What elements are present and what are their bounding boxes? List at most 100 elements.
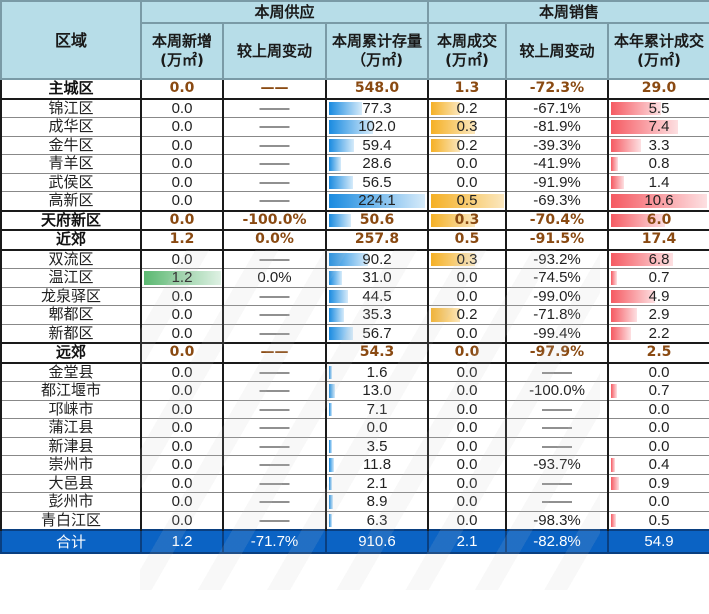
supply-change-value: —— (260, 344, 289, 361)
stock-cell: 257.8 (325, 229, 429, 251)
header-supply-change: 较上周变动 (222, 22, 327, 80)
ytd-cell: 17.4 (607, 229, 709, 251)
data-bar (329, 101, 363, 115)
data-bar (611, 213, 666, 227)
ytd-value: 17.4 (641, 231, 677, 248)
supply-change-value: —— (259, 155, 290, 173)
region-name-value: 金堂县 (48, 362, 94, 381)
data-bar (329, 513, 332, 527)
supply-change-value: —— (259, 363, 290, 381)
supply-new-cell: 0.0 (140, 286, 224, 306)
deal-value: 0.5 (456, 192, 478, 210)
data-bar (144, 271, 221, 285)
table-row: 邛崃市 0.0 —— 7.1 0.0 —— 0.0 (0, 399, 709, 419)
data-bar (611, 308, 638, 322)
stock-cell: 548.0 (325, 78, 429, 100)
supply-new-value: 1.2 (171, 269, 193, 287)
ytd-value: 2.2 (648, 324, 670, 342)
deal-value: 0.0 (456, 511, 478, 529)
deal-cell: 0.5 (427, 191, 507, 211)
region-name-cell: 成华区 (0, 117, 142, 137)
stock-value: 56.7 (362, 324, 392, 342)
deal-cell: 0.0 (427, 381, 507, 401)
table-row: 武侯区 0.0 —— 56.5 0.0 -91.9% 1.4 (0, 172, 709, 192)
ytd-cell: 5.5 (607, 98, 709, 118)
ytd-value: 0.0 (648, 437, 670, 455)
supply-change-cell: —— (222, 455, 327, 475)
stock-value: 54.3 (359, 344, 395, 361)
deal-cell: 0.0 (427, 323, 507, 344)
total-deal: 2.1 (427, 529, 507, 554)
deal-cell: 0.0 (427, 154, 507, 174)
supply-change-value: —— (260, 80, 289, 97)
deal-cell: 0.0 (427, 492, 507, 512)
ytd-cell: 4.9 (607, 286, 709, 306)
supply-change-cell: —— (222, 399, 327, 419)
deal-cell: 0.0 (427, 172, 507, 192)
region-name-cell: 蒲江县 (0, 418, 142, 438)
deal-change-value: -98.3% (533, 511, 581, 529)
deal-value: 0.0 (456, 382, 478, 400)
supply-change-value: —— (259, 99, 290, 117)
ytd-value: 0.7 (648, 269, 670, 287)
supply-new-cell: 0.0 (140, 209, 224, 231)
table-row: 成华区 0.0 —— 102.0 0.3 -81.9% 7.4 (0, 117, 709, 137)
region-name-cell: 天府新区 (0, 209, 142, 231)
stock-value: 257.8 (354, 231, 400, 248)
supply-change-value: —— (259, 136, 290, 154)
supply-change-cell: —— (222, 492, 327, 512)
deal-change-value: —— (542, 363, 572, 381)
stock-value: 31.0 (362, 269, 392, 287)
table-row: 蒲江县 0.0 —— 0.0 0.0 —— 0.0 (0, 418, 709, 438)
table-row: 青白江区 0.0 —— 6.3 0.0 -98.3% 0.5 (0, 510, 709, 531)
ytd-cell: 1.4 (607, 172, 709, 192)
deal-cell: 0.0 (427, 399, 507, 419)
data-bar (611, 252, 673, 266)
region-name-cell: 郫都区 (0, 305, 142, 325)
supply-change-value: —— (259, 456, 290, 474)
ytd-cell: 0.0 (607, 492, 709, 512)
deal-value: 0.0 (456, 400, 478, 418)
deal-change-value: -74.5% (533, 269, 581, 287)
ytd-cell: 0.5 (607, 510, 709, 531)
data-bar (329, 439, 332, 453)
data-bar (329, 326, 354, 340)
stock-value: 77.3 (362, 99, 392, 117)
deal-value: 0.3 (456, 118, 478, 136)
supply-change-cell: —— (222, 381, 327, 401)
deal-change-cell: -100.0% (505, 381, 609, 401)
ytd-cell: 0.7 (607, 381, 709, 401)
ytd-value: 0.4 (648, 456, 670, 474)
supply-new-cell: 0.0 (140, 473, 224, 493)
deal-value: 0.0 (456, 363, 478, 381)
ytd-cell: 0.0 (607, 436, 709, 456)
ytd-cell: 0.8 (607, 154, 709, 174)
stock-cell: 0.0 (325, 418, 429, 438)
supply-new-cell: 0.0 (140, 135, 224, 155)
stock-value: 102.0 (358, 118, 396, 136)
deal-change-value: -100.0% (529, 382, 585, 400)
data-bar (329, 271, 343, 285)
stock-value: 8.9 (366, 493, 388, 511)
deal-value: 1.3 (454, 80, 480, 97)
deal-cell: 0.0 (427, 286, 507, 306)
data-bar (329, 175, 354, 189)
data-bar (611, 384, 618, 398)
market-table: 区域 本周供应 本周销售 本周新增(万㎡) 较上周变动 本周累计存量（万㎡) 本… (0, 0, 709, 554)
region-name-value: 双流区 (48, 249, 94, 268)
data-bar (431, 101, 461, 115)
supply-change-cell: —— (222, 135, 327, 155)
supply-change-value: —— (259, 324, 290, 342)
supply-new-value: 0.0 (171, 306, 193, 324)
supply-new-cell: 0.0 (140, 436, 224, 456)
ytd-value: 2.9 (648, 306, 670, 324)
region-name-value: 近郊 (55, 230, 86, 249)
ytd-cell: 6.0 (607, 209, 709, 231)
deal-change-value: -99.0% (533, 287, 581, 305)
region-name-cell: 武侯区 (0, 172, 142, 192)
deal-change-cell: -93.7% (505, 455, 609, 475)
deal-cell: 0.0 (427, 418, 507, 438)
ytd-cell: 2.5 (607, 342, 709, 364)
region-name-cell: 邛崃市 (0, 399, 142, 419)
table-row: 郫都区 0.0 —— 35.3 0.2 -71.8% 2.9 (0, 305, 709, 325)
